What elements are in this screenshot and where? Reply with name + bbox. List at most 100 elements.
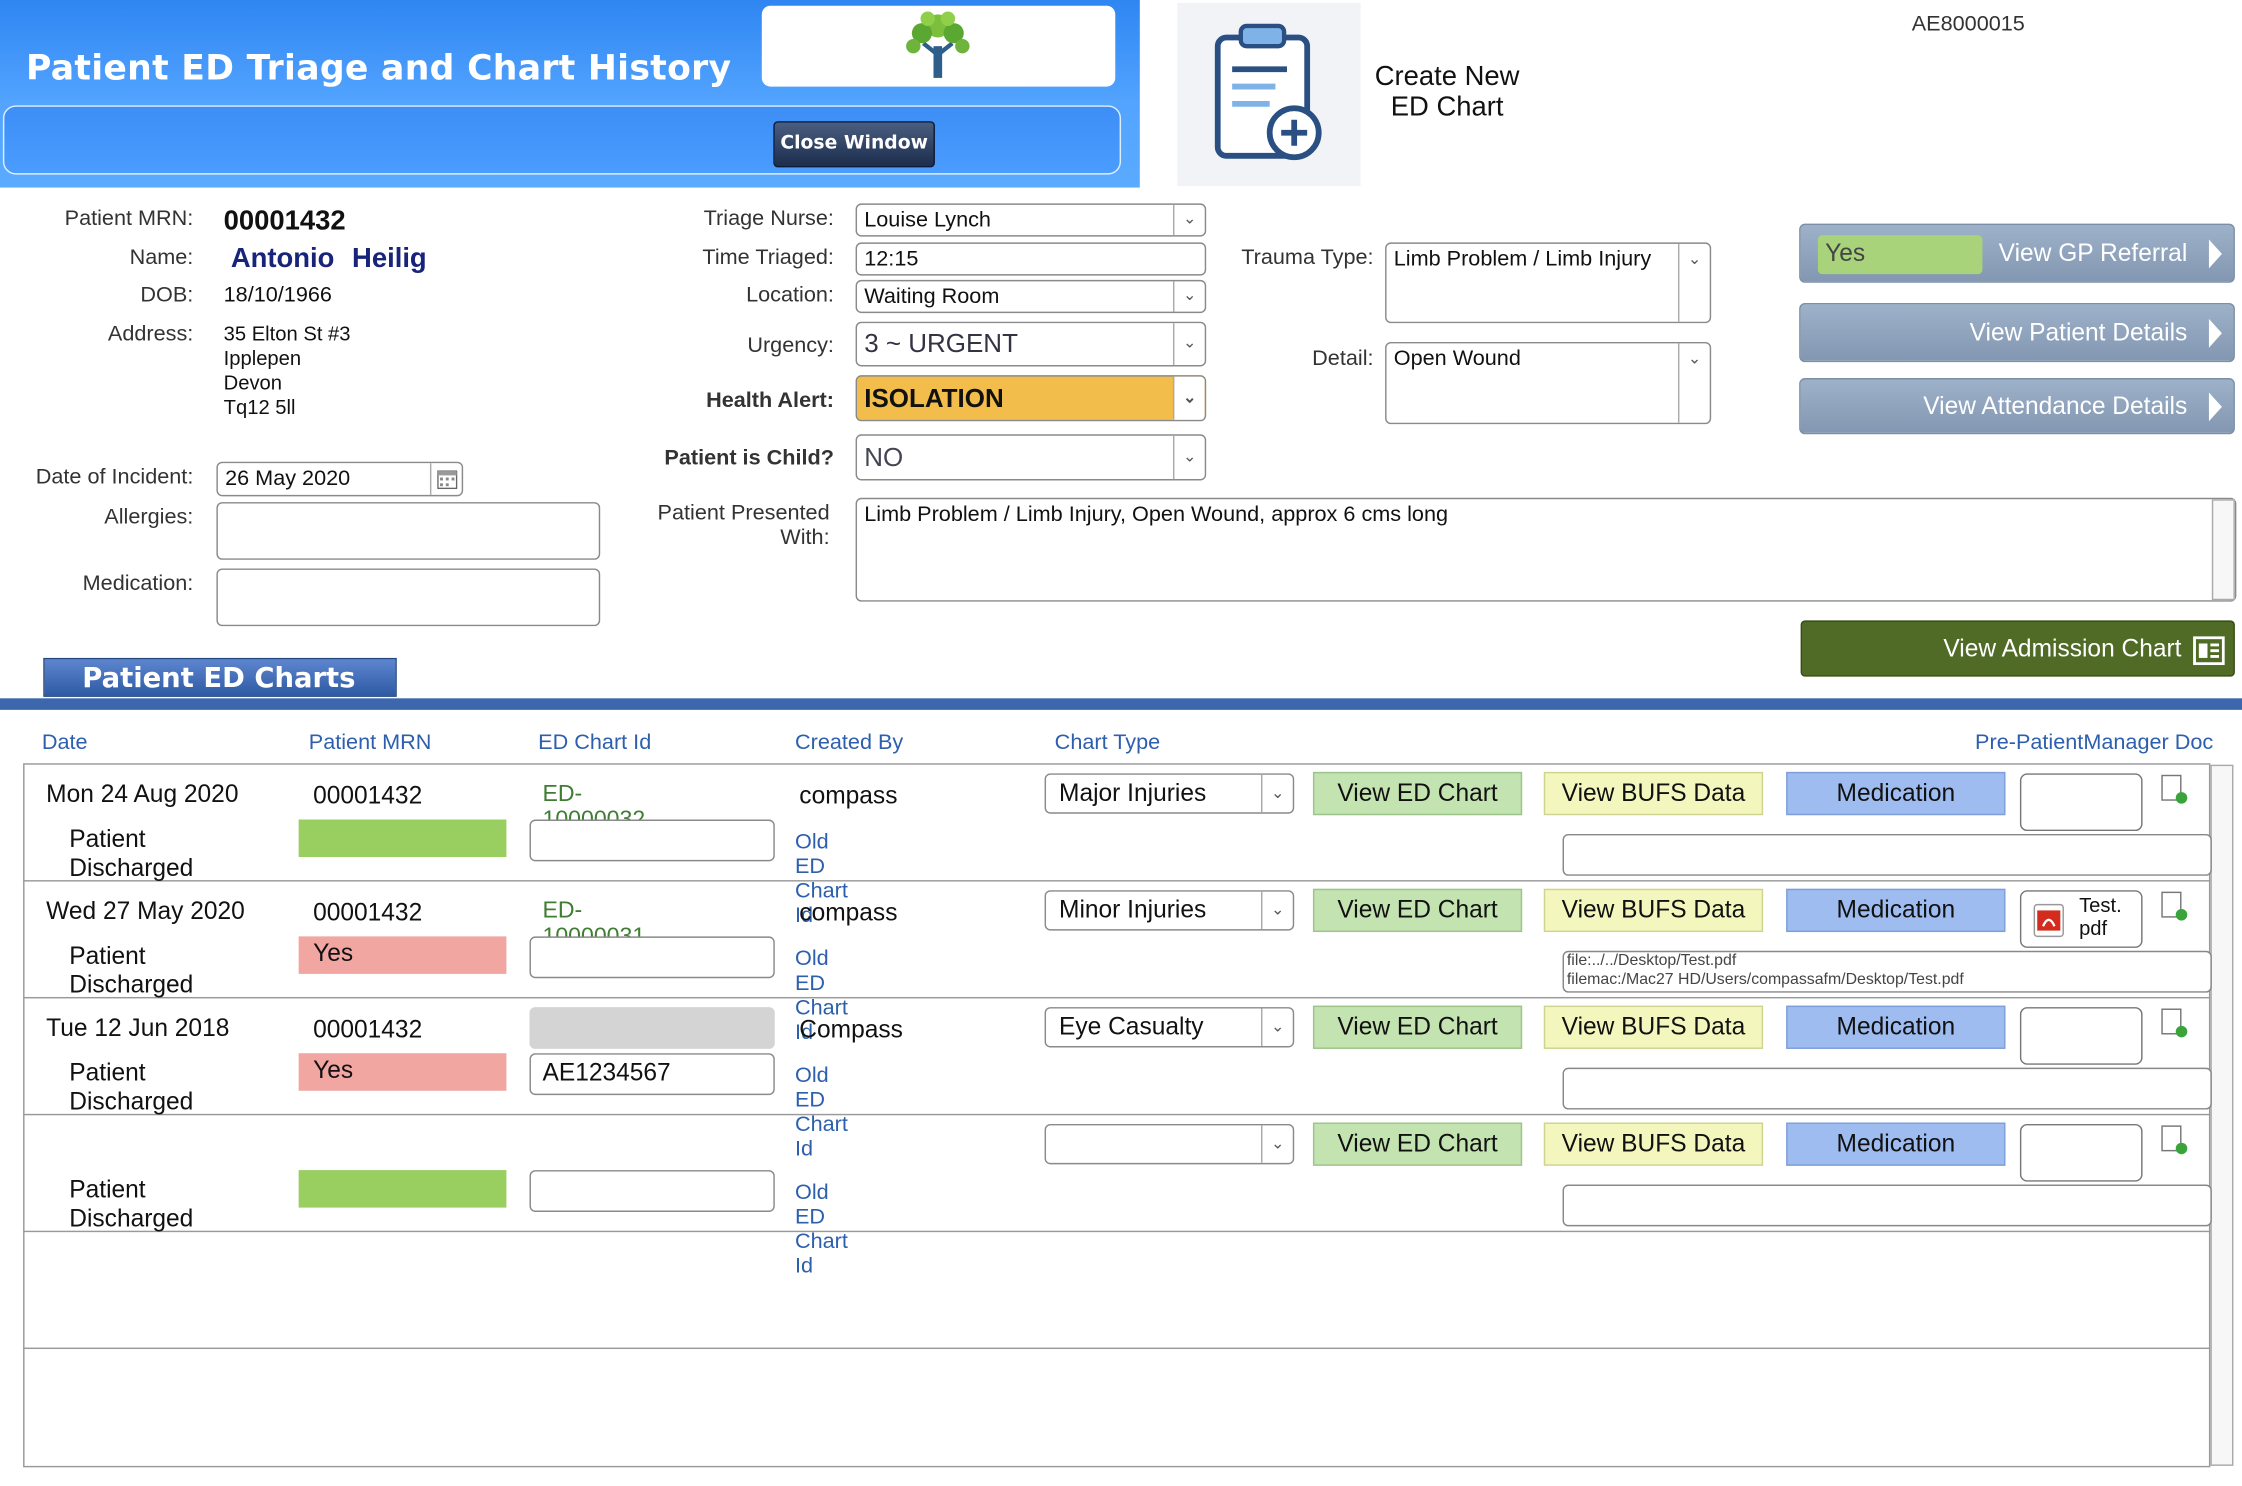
triage-nurse-select[interactable]: Louise Lynch ⌄ [855, 203, 1207, 237]
view-ed-chart-button[interactable]: View ED Chart [1312, 1122, 1523, 1166]
row-chart-type-select[interactable]: Minor Injuries ⌄ [1044, 890, 1295, 931]
arrow-right-icon [2208, 318, 2222, 347]
row-chart-id[interactable] [529, 1007, 775, 1049]
view-bufs-data-button[interactable]: View BUFS Data [1543, 1122, 1764, 1166]
detail-field[interactable]: Open Wound ⌄ [1385, 341, 1712, 425]
add-document-icon[interactable] [2161, 1008, 2188, 1038]
charts-scrollbar[interactable] [2210, 764, 2234, 1466]
row-mrn: 00001432 [313, 781, 423, 810]
patient-address: 35 Elton St #3 Ipplepen Devon Tq12 5ll [224, 322, 351, 420]
doc-path-line: filemac:/Mac27 HD/Users/compassafm/Deskt… [1566, 971, 1964, 989]
discharged-label: Patient Discharged [69, 1175, 194, 1233]
doc-path-field[interactable] [1562, 1184, 2212, 1227]
col-header-created-by[interactable]: Created By [794, 730, 904, 755]
discharged-status[interactable] [298, 819, 507, 858]
record-id: AE8000015 [1911, 11, 2025, 37]
view-patient-details-button[interactable]: View Patient Details [1799, 302, 2235, 363]
detail-label: Detail: [1312, 346, 1374, 371]
charts-portal [23, 763, 2211, 1468]
col-header-chart-id[interactable]: ED Chart Id [538, 730, 652, 755]
patient-last-name: Heilig [352, 243, 427, 275]
create-chart-label[interactable]: Create New ED Chart [1374, 62, 1520, 123]
incident-label: Date of Incident: [35, 464, 194, 490]
row-chart-type-select[interactable]: Eye Casualty ⌄ [1044, 1007, 1295, 1048]
calendar-icon[interactable] [429, 463, 462, 495]
discharged-status[interactable]: Yes [298, 1053, 507, 1091]
address-line: Tq12 5ll [223, 395, 296, 419]
close-window-button[interactable]: Close Window [773, 121, 935, 168]
row-date: Wed 27 May 2020 [46, 897, 245, 925]
create-chart-button[interactable] [1177, 2, 1361, 187]
attendance-details-label: View Attendance Details [1923, 391, 2188, 420]
medication-label: Medication: [82, 571, 194, 596]
col-header-chart-type[interactable]: Chart Type [1054, 730, 1161, 755]
medication-field[interactable] [216, 568, 601, 627]
location-label: Location: [746, 282, 834, 308]
old-id-field[interactable] [529, 936, 775, 979]
discharged-status[interactable] [298, 1170, 507, 1208]
arrow-right-icon [2208, 391, 2222, 421]
presented-field[interactable]: Limb Problem / Limb Injury, Open Wound, … [855, 497, 2237, 602]
doc-container[interactable] [2019, 1123, 2143, 1182]
col-header-doc[interactable]: Pre-PatientManager Doc [1975, 730, 2214, 755]
chevron-down-icon: ⌄ [1172, 281, 1205, 312]
location-select[interactable]: Waiting Room ⌄ [855, 279, 1207, 314]
doc-path-field[interactable] [1562, 833, 2212, 876]
view-bufs-data-button[interactable]: View BUFS Data [1543, 771, 1764, 816]
doc-path-field[interactable] [1562, 1067, 2212, 1110]
col-header-mrn[interactable]: Patient MRN [308, 730, 432, 755]
add-document-icon[interactable] [2161, 891, 2188, 921]
urgency-select[interactable]: 3 ~ URGENT ⌄ [855, 321, 1207, 367]
row-date: Mon 24 Aug 2020 [46, 780, 239, 808]
old-id-field[interactable]: AE1234567 [529, 1053, 775, 1096]
discharged-status[interactable]: Yes [298, 936, 507, 974]
gp-referral-label: View GP Referral [1998, 238, 2188, 267]
presented-value: Limb Problem / Limb Injury, Open Wound, … [864, 502, 1449, 527]
presented-scrollbar[interactable] [2211, 499, 2235, 601]
old-id-label: Old ED Chart Id [794, 1063, 848, 1162]
chevron-down-icon: ⌄ [1172, 323, 1205, 366]
add-document-icon[interactable] [2161, 1125, 2188, 1155]
trauma-type-field[interactable]: Limb Problem / Limb Injury ⌄ [1385, 242, 1712, 324]
view-admission-chart-button[interactable]: View Admission Chart [1800, 620, 2235, 677]
logo-box [761, 5, 1116, 87]
doc-container[interactable]: Test. pdf [2019, 890, 2143, 948]
gp-referral-flag: Yes [1817, 235, 1983, 275]
patient-mrn: 00001432 [223, 206, 346, 237]
incident-date-value: 26 May 2020 [225, 466, 351, 491]
child-select[interactable]: NO ⌄ [855, 434, 1207, 481]
old-id-field[interactable] [529, 819, 775, 862]
medication-button[interactable]: Medication [1786, 1005, 2006, 1049]
medication-button[interactable]: Medication [1786, 1122, 2006, 1166]
view-bufs-data-button[interactable]: View BUFS Data [1543, 888, 1764, 933]
medication-button[interactable]: Medication [1786, 888, 2006, 933]
doc-path-field[interactable]: file:../../Desktop/Test.pdf filemac:/Mac… [1562, 950, 2212, 993]
view-ed-chart-button[interactable]: View ED Chart [1312, 1005, 1523, 1049]
doc-name: Test. pdf [2079, 893, 2122, 940]
view-bufs-data-button[interactable]: View BUFS Data [1543, 1005, 1764, 1049]
view-attendance-details-button[interactable]: View Attendance Details [1799, 378, 2235, 435]
incident-date-field[interactable]: 26 May 2020 [216, 461, 464, 497]
medication-button[interactable]: Medication [1786, 771, 2006, 816]
col-header-date[interactable]: Date [41, 730, 88, 755]
chevron-down-icon: ⌄ [1172, 376, 1205, 420]
address-line: Devon [223, 370, 283, 394]
pdf-icon [2033, 903, 2064, 938]
doc-container[interactable] [2019, 1007, 2143, 1065]
view-ed-chart-button[interactable]: View ED Chart [1312, 771, 1523, 816]
doc-container[interactable] [2019, 773, 2143, 832]
view-ed-chart-button[interactable]: View ED Chart [1312, 888, 1523, 933]
old-id-field[interactable] [529, 1170, 775, 1212]
view-gp-referral-button[interactable]: Yes View GP Referral [1799, 223, 2235, 283]
add-document-icon[interactable] [2161, 774, 2188, 804]
document-list-icon [2193, 636, 2225, 666]
row-chart-type-select[interactable]: Major Injuries ⌄ [1044, 773, 1295, 814]
health-alert-select[interactable]: ISOLATION ⌄ [855, 375, 1207, 422]
presented-label: Patient Presented With: [657, 500, 830, 550]
allergies-field[interactable] [216, 502, 601, 560]
child-value: NO [864, 442, 904, 472]
patient-first-name: Antonio [230, 243, 335, 275]
row-chart-type-select[interactable]: ⌄ [1044, 1123, 1295, 1165]
time-triaged-field[interactable]: 12:15 [855, 242, 1207, 276]
row-mrn: 00001432 [313, 898, 423, 927]
